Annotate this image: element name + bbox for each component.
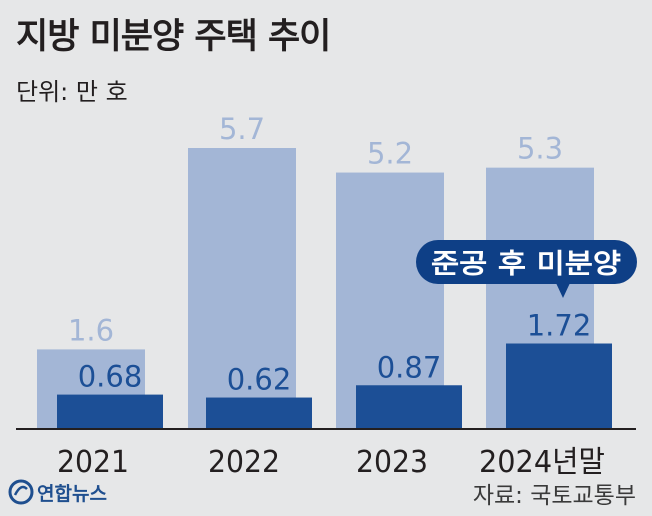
x-tick-label: 2023	[356, 445, 428, 480]
total-value-label: 5.2	[367, 137, 413, 171]
yonhap-logo: 연합뉴스	[8, 478, 107, 506]
completed-bar	[206, 397, 312, 428]
total-bar	[188, 148, 296, 428]
logo-text: 연합뉴스	[37, 482, 107, 505]
callout-pointer	[556, 283, 570, 298]
chart-title: 지방 미분양 주택 추이	[16, 17, 331, 57]
completed-value-label: 0.62	[227, 363, 292, 397]
source-label: 자료: 국토교통부	[472, 483, 636, 509]
total-value-label: 1.6	[68, 313, 114, 347]
completed-bar	[356, 385, 462, 428]
unit-label: 단위: 만 호	[16, 78, 128, 106]
x-tick-label: 2021	[57, 445, 129, 480]
completed-bar	[506, 343, 612, 428]
completed-value-label: 1.72	[527, 309, 592, 343]
completed-value-label: 0.68	[78, 360, 143, 394]
callout-bubble	[416, 240, 637, 284]
x-tick-label: 2022	[208, 445, 280, 480]
yonhap-emblem-icon	[8, 479, 34, 505]
x-tick-label: 2024년말	[479, 445, 605, 480]
total-value-label: 5.3	[517, 132, 563, 166]
callout-label: 준공 후 미분양	[431, 249, 621, 280]
total-value-label: 5.7	[219, 112, 265, 146]
completed-bar	[57, 394, 163, 428]
completed-value-label: 0.87	[377, 350, 442, 384]
